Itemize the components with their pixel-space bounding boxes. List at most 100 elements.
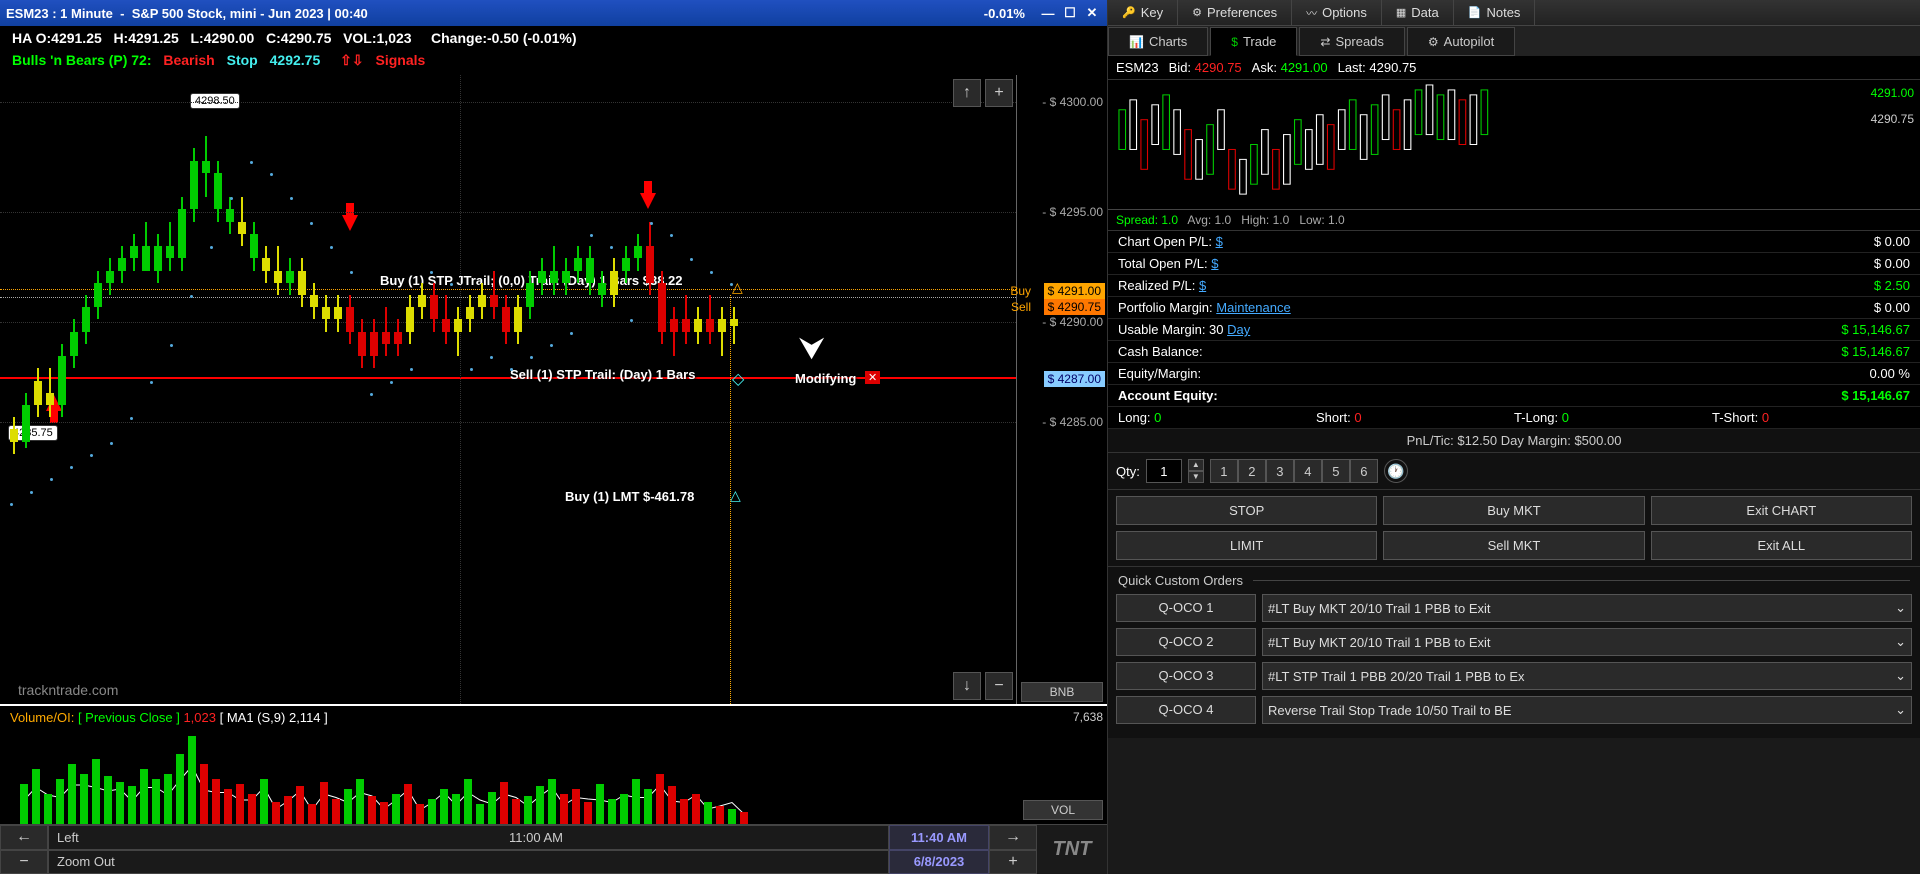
trail-dot xyxy=(590,234,593,237)
scroll-right-button[interactable]: → xyxy=(989,825,1037,850)
pl-row: Account Equity: $ 15,146.67 xyxy=(1108,385,1920,407)
order-btn-buy-mkt[interactable]: Buy MKT xyxy=(1383,496,1644,525)
trail-dot xyxy=(610,246,613,249)
order-marker-icon[interactable]: ◇ xyxy=(732,369,744,389)
order-btn-limit[interactable]: LIMIT xyxy=(1116,531,1377,560)
sell-order-line[interactable] xyxy=(0,377,1016,379)
qco-button-3[interactable]: Q-OCO 3 xyxy=(1116,662,1256,690)
order-marker-icon[interactable]: △ xyxy=(732,279,743,296)
trail-dot xyxy=(30,491,33,494)
qco-button-2[interactable]: Q-OCO 2 xyxy=(1116,628,1256,656)
qty-preset-2[interactable]: 2 xyxy=(1238,459,1266,483)
buy-order-line[interactable] xyxy=(0,289,1016,290)
qty-up-button[interactable]: ▲ xyxy=(1188,459,1204,471)
clock-icon[interactable]: 🕐 xyxy=(1384,459,1408,483)
volume-bar xyxy=(44,794,52,824)
qco-select-1[interactable]: #LT Buy MKT 20/10 Trail 1 PBB to Exit⌄ xyxy=(1262,594,1912,622)
qco-button-4[interactable]: Q-OCO 4 xyxy=(1116,696,1256,724)
pl-value: $ 0.00 xyxy=(1874,234,1910,249)
order-btn-exit-chart[interactable]: Exit CHART xyxy=(1651,496,1912,525)
maximize-icon[interactable]: ☐ xyxy=(1061,4,1079,22)
minimize-icon[interactable]: — xyxy=(1039,4,1057,22)
trail-dot xyxy=(290,197,293,200)
key-icon: 🔑 xyxy=(1122,6,1136,19)
menu-key[interactable]: 🔑 Key xyxy=(1108,0,1178,25)
volume-bar xyxy=(272,802,280,824)
pl-value: $ 0.00 xyxy=(1874,300,1910,315)
volume-bar xyxy=(188,736,196,824)
tnt-logo: TNT xyxy=(1037,825,1107,874)
qco-button-1[interactable]: Q-OCO 1 xyxy=(1116,594,1256,622)
order-marker-icon[interactable]: △ xyxy=(730,487,741,504)
qty-preset-4[interactable]: 4 xyxy=(1294,459,1322,483)
volume-bar xyxy=(68,764,76,824)
pl-rows: Chart Open P/L: $$ 0.00Total Open P/L: $… xyxy=(1108,231,1920,407)
zoom-out-button[interactable]: − xyxy=(985,672,1013,700)
price-chart[interactable]: 4298.50 4285.75 ⮟ Buy (1) STP JTrail; (0… xyxy=(0,75,1107,704)
trail-dot xyxy=(490,356,493,359)
qty-preset-5[interactable]: 5 xyxy=(1322,459,1350,483)
position-row: Long: 0 Short: 0 T-Long: 0 T-Short: 0 xyxy=(1108,407,1920,429)
volume-bar xyxy=(356,779,364,824)
volume-bar xyxy=(404,784,412,824)
volume-bar xyxy=(212,779,220,824)
bnb-toggle[interactable]: BNB xyxy=(1021,682,1103,702)
scroll-up-button[interactable]: ↑ xyxy=(953,79,981,107)
qty-down-button[interactable]: ▼ xyxy=(1188,471,1204,483)
tab-charts[interactable]: 📊Charts xyxy=(1108,27,1208,56)
tab-autopilot[interactable]: ⚙Autopilot xyxy=(1407,27,1515,56)
preferences-icon: ⚙ xyxy=(1192,6,1202,19)
close-icon[interactable]: ✕ xyxy=(1083,4,1101,22)
spread-bar: Spread: 1.0 Avg: 1.0 High: 1.0 Low: 1.0 xyxy=(1108,210,1920,231)
tab-row: 📊Charts$Trade⇄Spreads⚙Autopilot xyxy=(1108,26,1920,56)
tab-trade[interactable]: $Trade xyxy=(1210,27,1297,56)
menu-preferences[interactable]: ⚙Preferences xyxy=(1178,0,1292,25)
qco-select-3[interactable]: #LT STP Trail 1 PBB 20/20 Trail 1 PBB to… xyxy=(1262,662,1912,690)
volume-bar xyxy=(716,806,724,824)
buy-tag: Buy xyxy=(1004,283,1037,299)
pl-link[interactable]: $ xyxy=(1211,256,1218,271)
trail-dot xyxy=(70,466,73,469)
trail-dot xyxy=(210,246,213,249)
pl-link[interactable]: $ xyxy=(1216,234,1223,249)
pl-link[interactable]: $ xyxy=(1199,278,1206,293)
menu-options[interactable]: 〰Options xyxy=(1292,0,1382,25)
trade-icon: $ xyxy=(1231,35,1238,49)
tab-spreads[interactable]: ⇄Spreads xyxy=(1299,27,1404,56)
menu-notes[interactable]: 📄Notes xyxy=(1454,0,1536,25)
pl-label: Total Open P/L: $ xyxy=(1118,256,1218,271)
volume-bar xyxy=(140,769,148,824)
cancel-order-icon[interactable]: ✕ xyxy=(865,371,880,384)
vol-toggle[interactable]: VOL xyxy=(1023,800,1103,820)
order-btn-exit-all[interactable]: Exit ALL xyxy=(1651,531,1912,560)
order-btn-sell-mkt[interactable]: Sell MKT xyxy=(1383,531,1644,560)
current-date: 6/8/2023 xyxy=(889,850,989,874)
scroll-left-button[interactable]: ← xyxy=(0,825,48,850)
pl-link[interactable]: Day xyxy=(1227,322,1250,337)
zoom-in-nav-button[interactable]: + xyxy=(989,850,1037,874)
order-btn-stop[interactable]: STOP xyxy=(1116,496,1377,525)
menu-data[interactable]: ▦Data xyxy=(1382,0,1454,25)
tab-label: Spreads xyxy=(1335,34,1383,49)
time-ruler-top[interactable]: Left 11:00 AM xyxy=(48,825,889,850)
qty-preset-3[interactable]: 3 xyxy=(1266,459,1294,483)
pl-link[interactable]: Maintenance xyxy=(1216,300,1290,315)
zoom-out-nav-button[interactable]: − xyxy=(0,850,48,874)
volume-bar xyxy=(692,794,700,824)
volume-bar xyxy=(620,794,628,824)
pl-value: 0.00 % xyxy=(1870,366,1910,381)
menu-label: Key xyxy=(1141,5,1163,20)
scroll-down-button[interactable]: ↓ xyxy=(953,672,981,700)
qco-select-2[interactable]: #LT Buy MKT 20/10 Trail 1 PBB to Exit⌄ xyxy=(1262,628,1912,656)
qty-preset-6[interactable]: 6 xyxy=(1350,459,1378,483)
trail-dot xyxy=(90,454,93,457)
high-callout: 4298.50 xyxy=(190,93,240,109)
mini-chart[interactable]: 4291.00 4290.75 xyxy=(1108,80,1920,210)
time-ruler-bottom[interactable]: Zoom Out xyxy=(48,850,889,874)
qty-input[interactable] xyxy=(1146,459,1182,483)
qty-preset-1[interactable]: 1 xyxy=(1210,459,1238,483)
qco-select-4[interactable]: Reverse Trail Stop Trade 10/50 Trail to … xyxy=(1262,696,1912,724)
zoom-in-button[interactable]: + xyxy=(985,79,1013,107)
qco-row: Q-OCO 4Reverse Trail Stop Trade 10/50 Tr… xyxy=(1116,696,1912,724)
volume-bar xyxy=(680,799,688,824)
